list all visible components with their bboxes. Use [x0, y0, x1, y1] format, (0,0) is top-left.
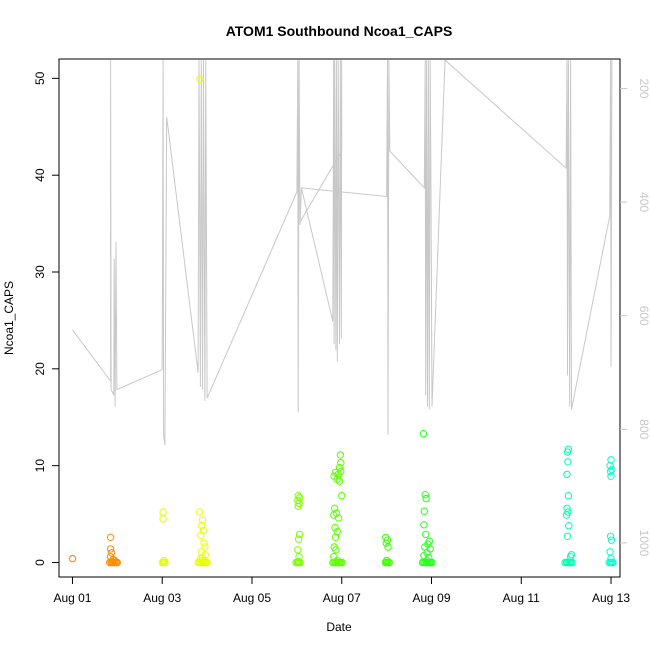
data-point [294, 502, 302, 510]
x-axis-label: Date [326, 620, 352, 634]
data-point [563, 532, 572, 540]
depth-line [72, 59, 613, 446]
data-point [294, 546, 302, 554]
plot-frame [58, 58, 621, 578]
data-point [384, 543, 392, 551]
data-point [607, 456, 615, 464]
x-tick-label: Aug 09 [412, 591, 450, 605]
data-point [337, 459, 345, 467]
data-point [160, 556, 168, 565]
data-point [333, 556, 341, 565]
y-tick-label: 10 [33, 459, 47, 473]
data-point [606, 462, 614, 470]
data-point [338, 492, 346, 500]
data-point [296, 558, 304, 567]
data-point [564, 458, 572, 466]
right-depth-axis: 200 400 600 800 1000 [620, 79, 650, 557]
data-point [294, 492, 302, 500]
x-tick-label: Aug 11 [503, 591, 540, 605]
data-point [385, 558, 393, 567]
data-point [428, 558, 436, 567]
data-point [607, 536, 616, 544]
y-tick-label: 50 [33, 71, 47, 85]
data-point [159, 508, 167, 516]
data-point [334, 514, 343, 522]
data-point [106, 533, 115, 541]
data-point [562, 511, 571, 519]
data-point [335, 477, 344, 485]
data-point [563, 470, 571, 479]
data-point [331, 468, 340, 477]
data-point [382, 539, 390, 547]
y-axis-label: Ncoa1_CAPS [2, 281, 16, 355]
data-point [422, 530, 430, 539]
data-point [195, 508, 204, 516]
data-point [563, 448, 572, 456]
data-point [111, 556, 119, 565]
chart-title: ATOM1 Southbound Ncoa1_CAPS [226, 23, 453, 39]
right-tick-label: 800 [637, 419, 650, 439]
data-point [606, 467, 615, 476]
right-tick-label: 1000 [637, 530, 650, 557]
data-point [201, 543, 209, 551]
y-axis: 0 10 20 30 40 50 [33, 71, 59, 566]
data-point [106, 545, 115, 553]
data-point [295, 530, 304, 539]
data-point [606, 548, 614, 556]
data-point [198, 556, 206, 565]
data-point [609, 558, 617, 567]
data-point [568, 558, 576, 567]
data-point [198, 516, 207, 524]
y-tick-label: 20 [33, 362, 47, 376]
data-point [333, 475, 341, 483]
y-tick-label: 40 [33, 168, 47, 182]
data-point [338, 558, 346, 567]
data-point [607, 554, 615, 563]
y-tick-label: 0 [33, 559, 47, 566]
data-point [197, 531, 205, 540]
data-point [335, 463, 344, 472]
x-tick-label: Aug 13 [592, 591, 630, 605]
data-point [68, 554, 77, 563]
data-point [294, 557, 302, 566]
x-tick-label: Aug 07 [323, 591, 361, 605]
data-point [420, 507, 428, 515]
right-tick-label: 600 [637, 306, 650, 326]
data-point [608, 465, 616, 474]
data-point [419, 430, 428, 438]
data-point [565, 522, 573, 530]
data-point [331, 523, 339, 532]
data-point [107, 549, 116, 557]
data-point [423, 556, 431, 565]
data-point [295, 499, 303, 508]
data-point [420, 521, 428, 529]
x-tick-label: Aug 03 [143, 591, 181, 605]
data-point [421, 491, 429, 499]
data-point [607, 472, 615, 480]
data-point [198, 522, 206, 530]
data-point [564, 492, 573, 500]
data-point [159, 515, 167, 523]
data-point [200, 539, 208, 547]
x-axis: Aug 01 Aug 03 Aug 05 Aug 07 Aug 09 Aug 11 Aug … [53, 577, 630, 605]
data-point [331, 533, 340, 541]
right-tick-label: 400 [637, 192, 650, 212]
data-point [200, 556, 209, 565]
data-point [422, 494, 430, 503]
data-point [332, 546, 340, 554]
data-point [295, 535, 303, 543]
y-tick-label: 30 [33, 265, 47, 279]
data-point [564, 445, 573, 453]
plot-area [68, 59, 617, 567]
data-point [606, 532, 615, 540]
data-point [336, 451, 345, 459]
x-tick-label: Aug 01 [53, 591, 91, 605]
data-point [196, 75, 204, 84]
x-tick-label: Aug 05 [233, 591, 271, 605]
right-tick-label: 200 [637, 79, 650, 99]
